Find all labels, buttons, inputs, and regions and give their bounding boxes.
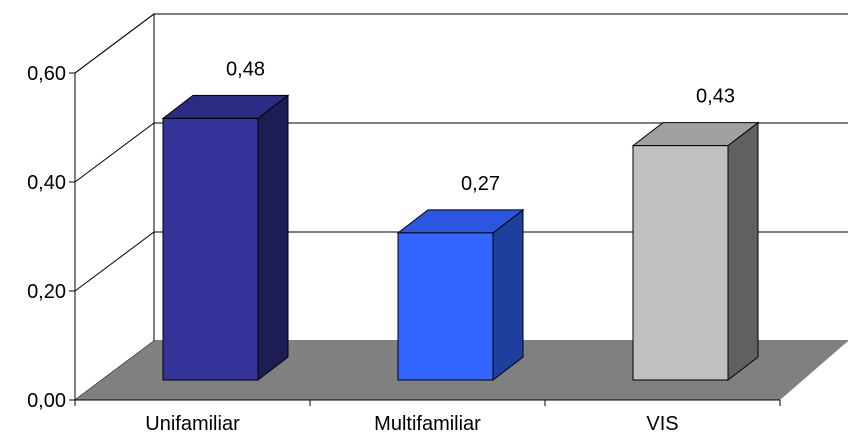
data-label: 0,27	[461, 173, 500, 195]
category-labels: Unifamiliar Multifamiliar VIS	[145, 413, 678, 435]
gridline	[74, 231, 848, 292]
bar-side	[492, 208, 524, 382]
data-label: 0,43	[696, 86, 735, 108]
bar-front	[632, 145, 729, 381]
data-label: 0,48	[226, 58, 265, 80]
y-tick-label: 0,20	[27, 281, 66, 303]
y-tick-label: 0,60	[27, 63, 66, 85]
bar-front	[162, 117, 259, 381]
axes	[74, 73, 781, 406]
bar-front	[397, 232, 494, 381]
category-label: Multifamiliar	[374, 413, 481, 435]
y-axis-ticks: 0,00 0,20 0,40 0,60	[27, 63, 75, 412]
y-tick-label: 0,40	[27, 172, 66, 194]
data-labels: 0,48 0,27 0,43	[226, 58, 735, 194]
gridline	[74, 122, 848, 183]
category-label: Unifamiliar	[145, 413, 240, 435]
bar-side	[727, 121, 759, 382]
bar	[161, 94, 290, 382]
y-tick-label: 0,00	[27, 390, 66, 412]
gridline	[74, 13, 848, 74]
category-label: VIS	[646, 413, 678, 435]
bar-side	[257, 94, 289, 382]
bar	[631, 121, 760, 382]
bar	[396, 208, 525, 382]
gridlines	[74, 13, 848, 292]
side-wall	[74, 13, 155, 401]
bars	[161, 94, 760, 382]
